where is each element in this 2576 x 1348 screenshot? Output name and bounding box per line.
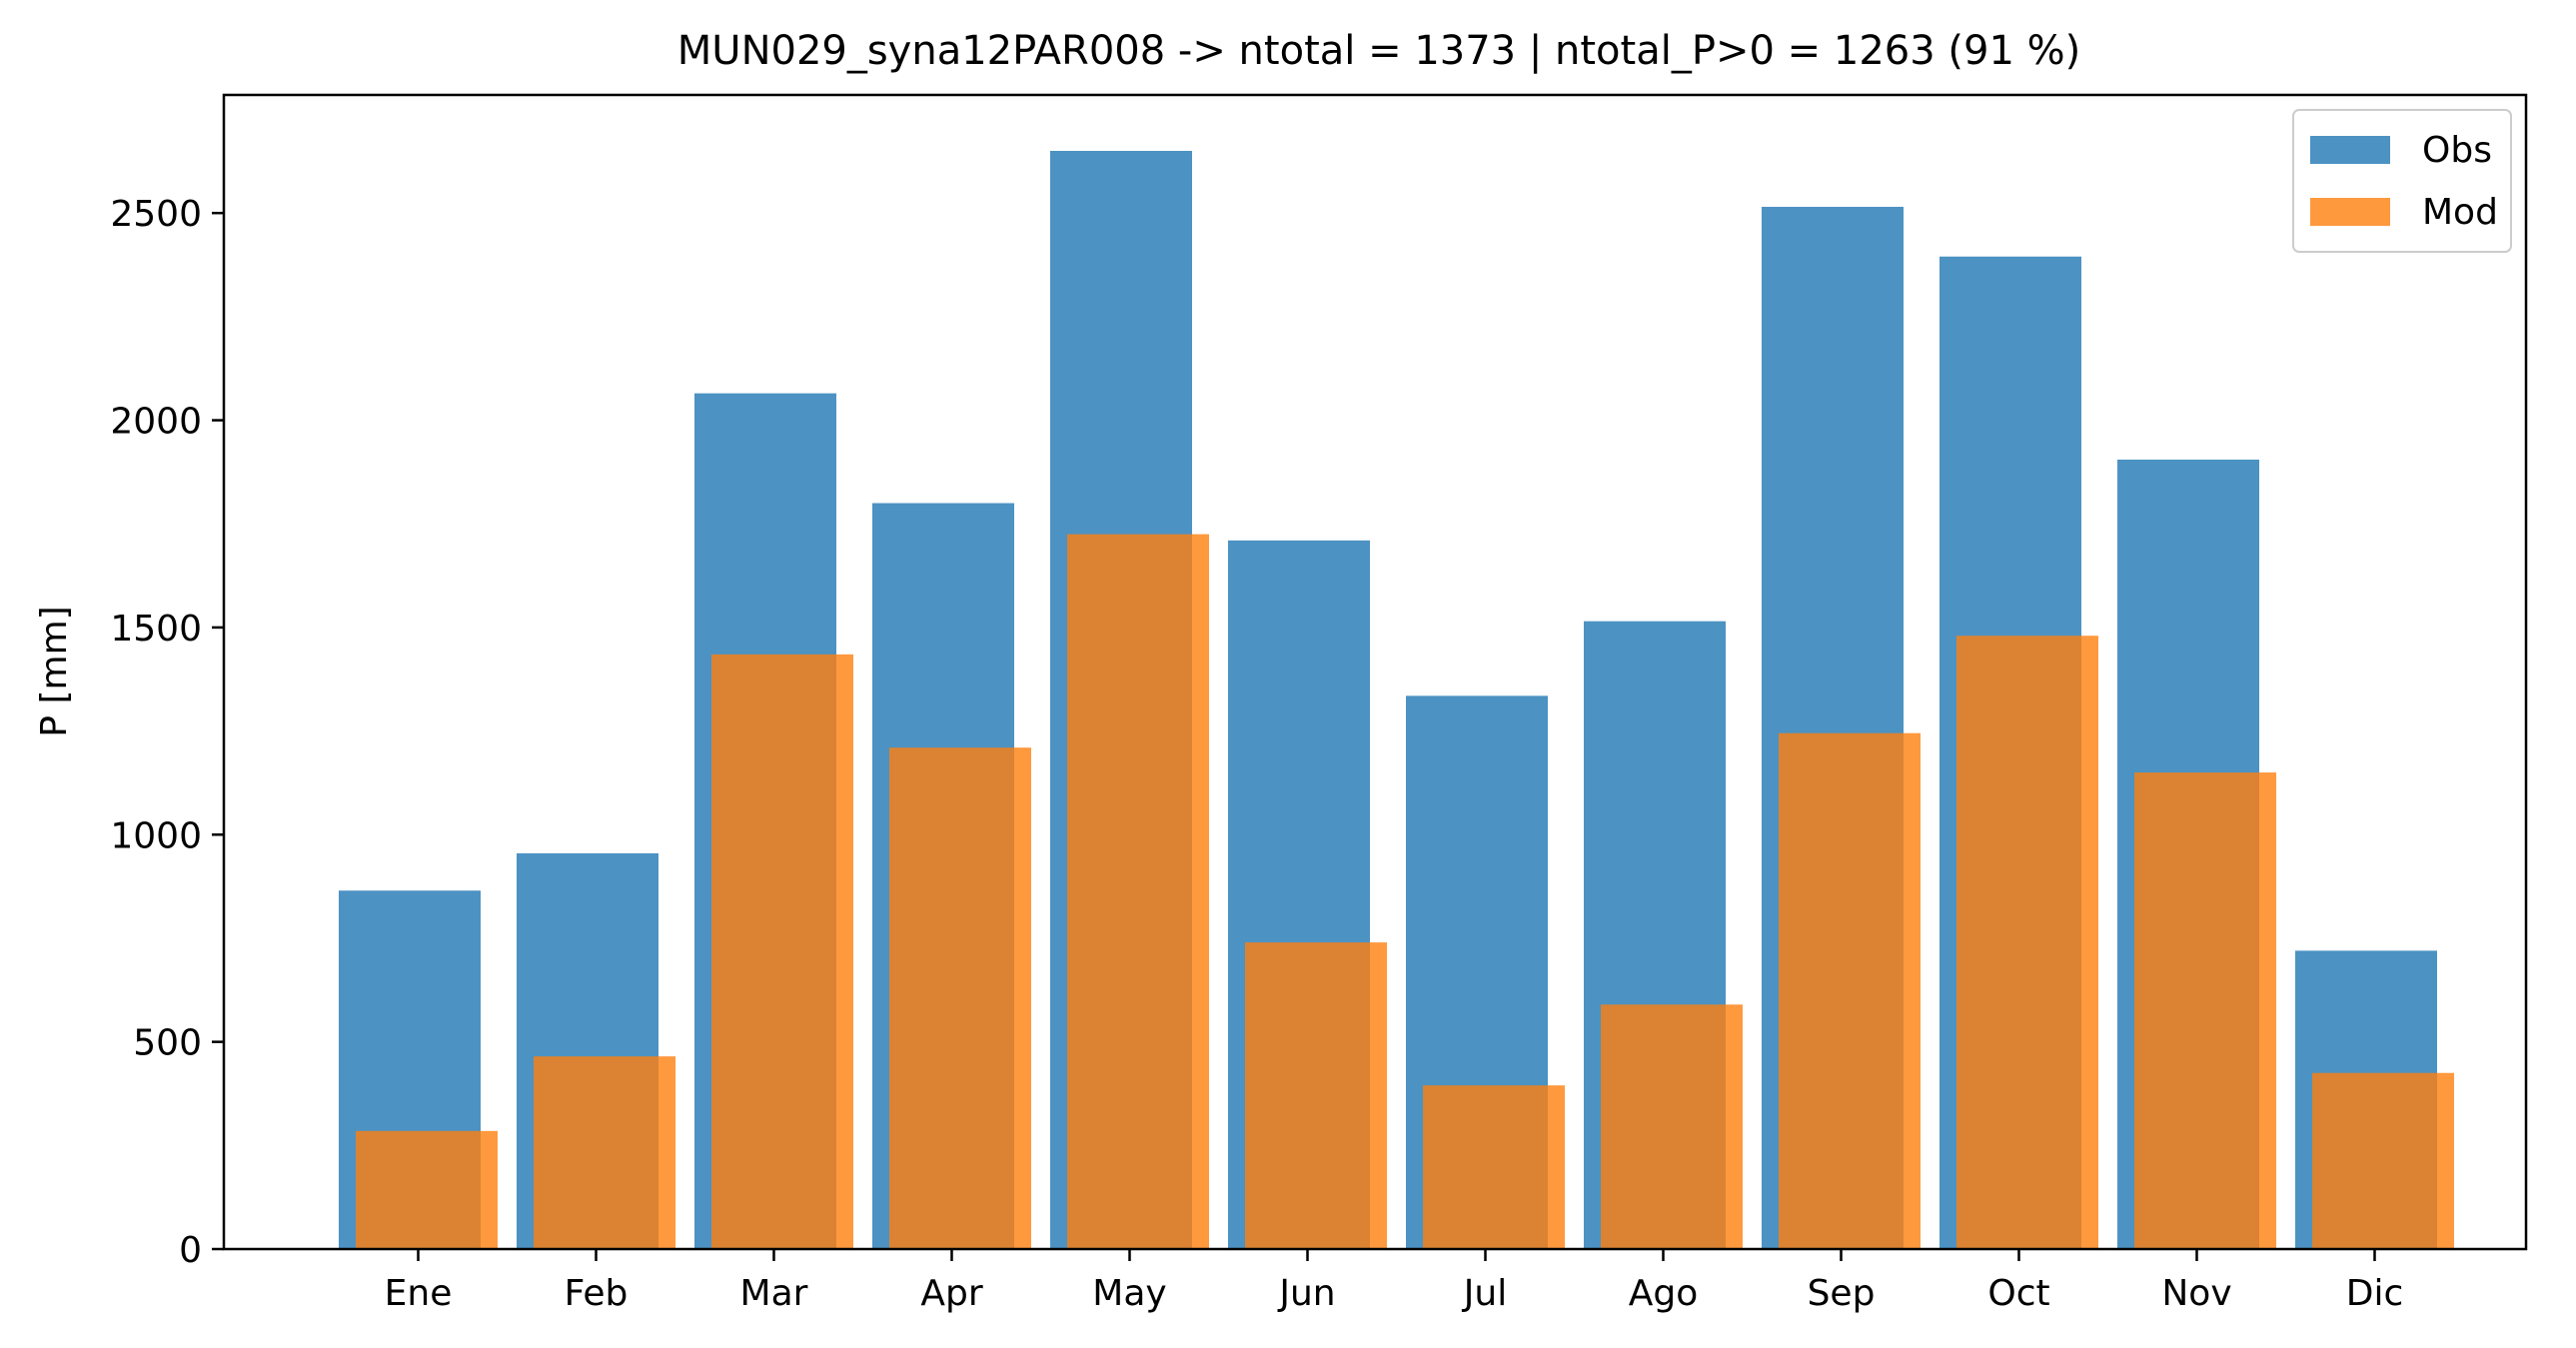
x-tick-label-jun: Jun bbox=[1277, 1273, 1335, 1314]
x-axis: Ene Feb Mar Apr May Jun Jul Ago Sep Oct Nov Dic bbox=[385, 1249, 2404, 1314]
legend-label-mod: Mod bbox=[2422, 192, 2498, 233]
x-tick-label-mar: Mar bbox=[740, 1273, 808, 1314]
legend: Obs Mod bbox=[2292, 109, 2512, 253]
legend-swatch-mod bbox=[2310, 198, 2390, 226]
x-tick-label-ago: Ago bbox=[1629, 1273, 1699, 1314]
bar-mod-oct bbox=[1956, 636, 2098, 1249]
y-tick-label: 2000 bbox=[110, 402, 202, 443]
x-tick-label-jul: Jul bbox=[1462, 1273, 1507, 1314]
y-tick-label: 1000 bbox=[110, 815, 202, 856]
plot-frame bbox=[222, 93, 2528, 1251]
bar-mod-nov bbox=[2134, 772, 2276, 1249]
chart-title: MUN029_syna12PAR008 -> ntotal = 1373 | n… bbox=[677, 28, 2080, 74]
y-axis-label: P [mm] bbox=[34, 606, 75, 736]
x-tick-label-may: May bbox=[1092, 1273, 1166, 1314]
x-tick-label-nov: Nov bbox=[2161, 1273, 2231, 1314]
bar-mod-ago bbox=[1601, 1004, 1743, 1249]
bar-mod-apr bbox=[889, 747, 1031, 1249]
y-tick-label: 500 bbox=[133, 1023, 202, 1064]
bar-mod-ene bbox=[356, 1130, 498, 1249]
bar-mod-feb bbox=[534, 1056, 675, 1249]
x-tick-label-apr: Apr bbox=[920, 1273, 982, 1314]
x-tick-label-dic: Dic bbox=[2346, 1273, 2404, 1314]
bar-mod-mar bbox=[711, 654, 853, 1249]
bars-group bbox=[339, 150, 2454, 1250]
y-tick-label: 0 bbox=[179, 1230, 202, 1271]
bar-mod-may bbox=[1067, 534, 1209, 1249]
y-axis: 0 500 1000 1500 2000 2500 bbox=[110, 194, 224, 1271]
bar-mod-dic bbox=[2312, 1072, 2454, 1249]
x-tick-label-sep: Sep bbox=[1808, 1273, 1876, 1314]
bar-mod-jul bbox=[1423, 1085, 1565, 1249]
legend-swatch-obs bbox=[2310, 136, 2390, 164]
y-tick-label: 2500 bbox=[110, 194, 202, 235]
bar-mod-sep bbox=[1779, 732, 1921, 1249]
bar-mod-jun bbox=[1245, 942, 1387, 1249]
x-tick-label-feb: Feb bbox=[565, 1273, 629, 1314]
legend-label-obs: Obs bbox=[2422, 130, 2492, 171]
x-tick-label-oct: Oct bbox=[1987, 1273, 2049, 1314]
y-tick-label: 1500 bbox=[110, 609, 202, 650]
x-tick-label-ene: Ene bbox=[385, 1273, 453, 1314]
